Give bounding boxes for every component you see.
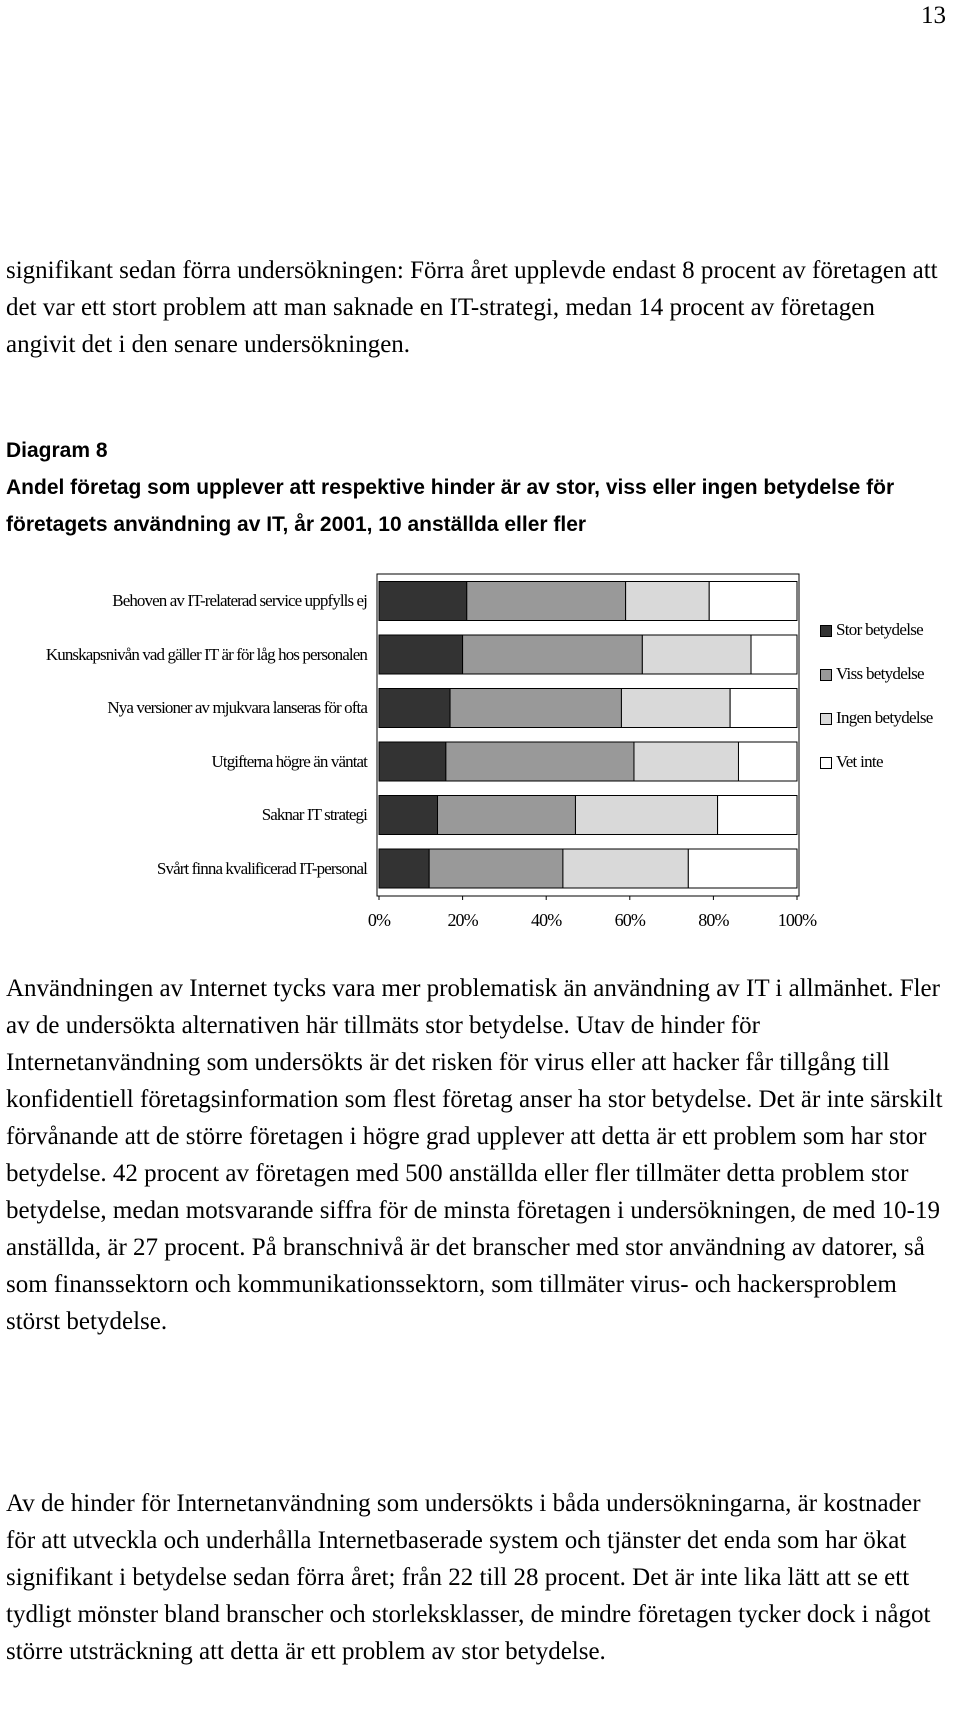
bar-segment bbox=[445, 741, 635, 782]
bar-segment bbox=[378, 688, 451, 728]
paragraph: Av de hinder för Internetanvändning som … bbox=[6, 1490, 931, 1665]
bar-segment bbox=[378, 848, 430, 889]
bar-segment bbox=[620, 688, 731, 728]
chart-plot: 0% 20% 40% 60% 80% 100% bbox=[368, 573, 818, 930]
bar-segment bbox=[428, 848, 564, 889]
bar-segment bbox=[574, 795, 719, 835]
x-tick-label: 60% bbox=[615, 910, 646, 930]
category-label: Svårt finna kvalificerad IT-personal bbox=[156, 858, 368, 878]
legend-label: Stor betydelse bbox=[836, 620, 924, 639]
x-tick-label: 20% bbox=[447, 910, 478, 930]
bar-segment bbox=[378, 795, 439, 835]
bar-segment bbox=[562, 848, 689, 889]
bar-segment bbox=[466, 581, 627, 621]
bar-segment bbox=[625, 581, 710, 621]
bar-segment bbox=[708, 581, 798, 621]
chart-title: Andel företag som upplever att respektiv… bbox=[6, 476, 895, 536]
bar-segment bbox=[449, 688, 622, 728]
bar-segment bbox=[437, 795, 576, 835]
chart-label: Diagram 8 bbox=[6, 439, 108, 462]
legend-label: Viss betydelse bbox=[836, 664, 925, 683]
category-label: Saknar IT strategi bbox=[261, 805, 368, 824]
bar-segment bbox=[378, 581, 468, 621]
legend-swatch bbox=[820, 713, 832, 725]
chart: 0% 20% 40% 60% 80% 100% Behoven av IT-relater… bbox=[0, 560, 960, 960]
bar-segment bbox=[687, 848, 798, 889]
legend-swatch bbox=[820, 625, 832, 637]
category-label: Utgifterna högre än väntat bbox=[211, 751, 368, 771]
bar-segment bbox=[633, 741, 739, 782]
bar-segment bbox=[717, 795, 798, 835]
paragraph: signifikant sedan förra undersökningen: … bbox=[6, 257, 938, 358]
bar-segment bbox=[737, 741, 798, 782]
bar-segment bbox=[729, 688, 798, 728]
bar-segment bbox=[462, 634, 643, 675]
x-tick-label: 0% bbox=[368, 910, 391, 930]
plot-frame bbox=[376, 573, 800, 897]
x-tick-label: 100% bbox=[778, 910, 817, 930]
category-label: Nya versioner av mjukvara lanseras för o… bbox=[107, 698, 368, 717]
legend-swatch bbox=[820, 757, 832, 769]
page-number: 13 bbox=[921, 2, 946, 29]
legend-swatch bbox=[820, 669, 832, 681]
bar-segment bbox=[378, 634, 464, 675]
bar-segment bbox=[641, 634, 752, 675]
x-tick-label: 80% bbox=[698, 910, 729, 930]
legend-label: Ingen betydelse bbox=[836, 708, 933, 727]
bar-segment bbox=[378, 741, 447, 782]
category-label: Kunskapsnivån vad gäller IT är för låg h… bbox=[45, 644, 368, 664]
x-tick-label: 40% bbox=[531, 910, 562, 930]
category-label: Behoven av IT-relaterad service uppfylls… bbox=[112, 591, 368, 610]
paragraph: Användningen av Internet tycks vara mer … bbox=[6, 975, 943, 1335]
legend-label: Vet inte bbox=[836, 752, 884, 771]
bar-segment bbox=[750, 634, 798, 675]
